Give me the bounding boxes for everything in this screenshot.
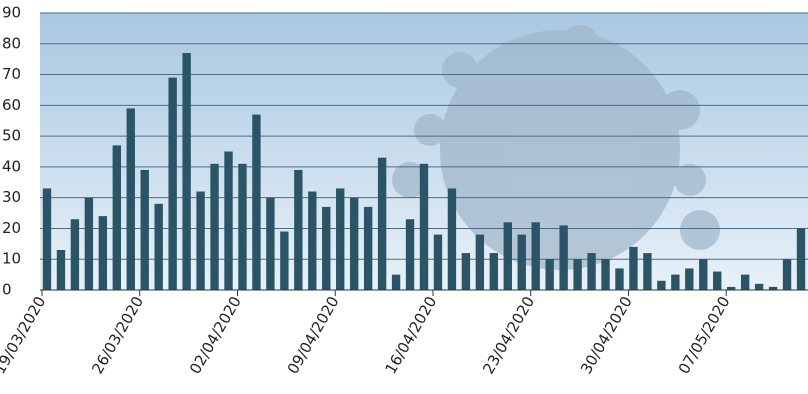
x-tick-label: 23/04/2020 bbox=[479, 293, 538, 377]
bar bbox=[587, 253, 596, 290]
x-tick-label: 09/04/2020 bbox=[284, 293, 343, 377]
y-tick-label: 20 bbox=[2, 219, 21, 237]
bar bbox=[42, 188, 52, 290]
bar bbox=[643, 253, 652, 290]
bar bbox=[727, 286, 736, 290]
bar bbox=[489, 253, 499, 290]
bar bbox=[224, 151, 233, 290]
y-tick-label: 40 bbox=[2, 157, 21, 175]
y-tick-label: 0 bbox=[2, 281, 12, 299]
virus-decoration bbox=[392, 25, 720, 270]
bar bbox=[252, 114, 261, 290]
bar bbox=[168, 77, 177, 290]
bar bbox=[405, 219, 415, 290]
y-tick-label: 10 bbox=[2, 250, 21, 268]
bar bbox=[433, 234, 443, 290]
bar bbox=[503, 222, 512, 290]
x-tick-label: 07/05/2020 bbox=[675, 293, 734, 377]
bar bbox=[154, 203, 163, 290]
y-tick-label: 70 bbox=[2, 65, 21, 83]
bar bbox=[768, 286, 778, 290]
bar bbox=[447, 188, 457, 290]
x-tick-label: 16/04/2020 bbox=[382, 293, 441, 377]
bar bbox=[671, 274, 680, 290]
bar bbox=[601, 259, 610, 290]
bar bbox=[140, 169, 149, 290]
bar bbox=[545, 259, 554, 290]
bar bbox=[796, 228, 806, 290]
x-tick-label: 30/04/2020 bbox=[577, 293, 636, 377]
bar bbox=[336, 188, 345, 290]
x-tick-label: 02/04/2020 bbox=[186, 293, 245, 377]
bar bbox=[84, 197, 94, 290]
bar bbox=[685, 268, 694, 290]
bar bbox=[280, 231, 289, 290]
bar bbox=[196, 191, 205, 290]
bar bbox=[391, 274, 401, 290]
bar bbox=[531, 222, 540, 290]
y-tick-label: 60 bbox=[2, 96, 21, 114]
bar bbox=[182, 53, 191, 291]
bar bbox=[56, 249, 66, 290]
bar bbox=[754, 283, 764, 290]
bar bbox=[322, 206, 331, 290]
x-tick-label: 19/03/2020 bbox=[0, 293, 49, 377]
bar bbox=[713, 271, 722, 290]
bar bbox=[740, 274, 750, 290]
bar bbox=[782, 259, 792, 290]
bar bbox=[363, 206, 373, 290]
bar bbox=[475, 234, 485, 290]
bar bbox=[629, 246, 638, 290]
bar bbox=[308, 191, 317, 290]
bar bbox=[657, 280, 666, 290]
y-tick-label: 90 bbox=[2, 4, 21, 22]
bar bbox=[517, 234, 526, 290]
bar bbox=[126, 108, 135, 291]
bar bbox=[210, 163, 219, 290]
bar bbox=[70, 219, 80, 290]
bar bbox=[112, 145, 121, 290]
bar bbox=[238, 163, 247, 290]
y-tick-label: 30 bbox=[2, 188, 21, 206]
bar bbox=[573, 259, 582, 290]
bar bbox=[699, 259, 708, 290]
bar bbox=[294, 169, 303, 290]
bar bbox=[349, 197, 359, 290]
bar bbox=[377, 157, 387, 290]
y-tick-label: 80 bbox=[2, 34, 21, 52]
bar bbox=[615, 268, 624, 290]
bar bbox=[559, 225, 568, 290]
bar bbox=[461, 253, 471, 290]
x-tick-label: 26/03/2020 bbox=[88, 293, 147, 377]
y-tick-label: 50 bbox=[2, 127, 21, 145]
bar bbox=[98, 216, 108, 290]
bar bbox=[266, 197, 275, 290]
bar bbox=[419, 163, 429, 290]
